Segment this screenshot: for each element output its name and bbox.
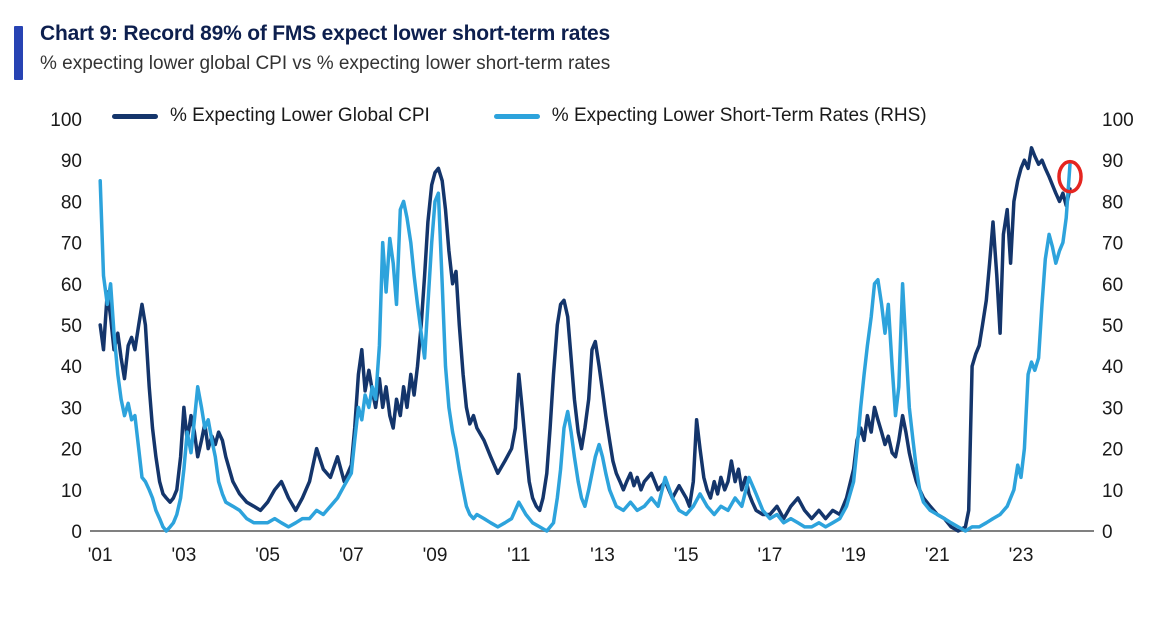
x-axis-tick: '11 xyxy=(507,545,530,566)
y-axis-tick-right: 60 xyxy=(1102,275,1123,296)
chart-title: Chart 9: Record 89% of FMS expect lower … xyxy=(40,22,610,45)
y-axis-tick-left: 100 xyxy=(50,110,82,131)
y-axis-tick-right: 80 xyxy=(1102,192,1123,213)
chart-header: Chart 9: Record 89% of FMS expect lower … xyxy=(0,0,1156,80)
y-axis-tick-right: 20 xyxy=(1102,440,1123,461)
chart-area: % Expecting Lower Global CPI % Expecting… xyxy=(0,89,1156,591)
x-axis-tick: '07 xyxy=(339,545,364,566)
y-axis-tick-left: 20 xyxy=(61,440,82,461)
y-axis-tick-left: 80 xyxy=(61,192,82,213)
y-axis-tick-right: 30 xyxy=(1102,398,1123,419)
series-line-0 xyxy=(98,146,1072,533)
y-axis-tick-right: 50 xyxy=(1102,316,1123,337)
x-axis-tick: '03 xyxy=(172,545,197,566)
x-axis-tick: '17 xyxy=(758,545,783,566)
header-text: Chart 9: Record 89% of FMS expect lower … xyxy=(40,22,1156,75)
x-axis-tick: '23 xyxy=(1009,545,1034,566)
y-axis-tick-right: 90 xyxy=(1102,151,1123,172)
series-line-1 xyxy=(98,162,1072,533)
y-axis-tick-left: 30 xyxy=(61,398,82,419)
rates-line-swatch xyxy=(493,113,540,119)
x-axis-tick: '09 xyxy=(423,545,448,566)
legend-item-global-cpi: % Expecting Lower Global CPI xyxy=(112,105,430,127)
y-axis-tick-left: 0 xyxy=(71,522,82,543)
legend-item-short-term-rates: % Expecting Lower Short-Term Rates (RHS) xyxy=(493,105,927,127)
x-axis-tick: '19 xyxy=(841,545,866,566)
record-high-annotation xyxy=(1057,159,1083,194)
y-axis-tick-left: 70 xyxy=(61,234,82,255)
y-axis-tick-left: 90 xyxy=(61,151,82,172)
rates-legend-label: % Expecting Lower Short-Term Rates (RHS) xyxy=(551,105,927,126)
y-axis-tick-left: 60 xyxy=(61,275,82,296)
chart-page: Chart 9: Record 89% of FMS expect lower … xyxy=(0,0,1156,591)
y-axis-tick-right: 0 xyxy=(1102,522,1113,543)
y-axis-tick-left: 40 xyxy=(61,357,82,378)
y-axis-tick-right: 70 xyxy=(1102,234,1123,255)
x-axis-tick: '13 xyxy=(590,545,615,566)
x-axis-tick: '21 xyxy=(925,545,950,566)
chart-legend: % Expecting Lower Global CPI % Expecting… xyxy=(112,105,927,127)
cpi-legend-label: % Expecting Lower Global CPI xyxy=(170,105,430,126)
y-axis-tick-right: 100 xyxy=(1102,110,1134,131)
x-axis-tick: '05 xyxy=(255,545,280,566)
x-axis-tick: '01 xyxy=(88,545,113,566)
x-axis-tick: '15 xyxy=(674,545,699,566)
line-chart: 0 0 10 10 20 20 30 30 40 40 50 50 60 60 70 70 80 80 90 90 10… xyxy=(50,110,1134,566)
chart-subtitle: % expecting lower global CPI vs % expect… xyxy=(40,53,611,74)
y-axis-tick-left: 10 xyxy=(61,481,82,502)
accent-bar xyxy=(14,26,23,80)
y-axis-tick-right: 40 xyxy=(1102,357,1123,378)
y-axis-tick-left: 50 xyxy=(61,316,82,337)
y-axis-tick-right: 10 xyxy=(1102,481,1123,502)
cpi-line-swatch xyxy=(112,113,158,119)
